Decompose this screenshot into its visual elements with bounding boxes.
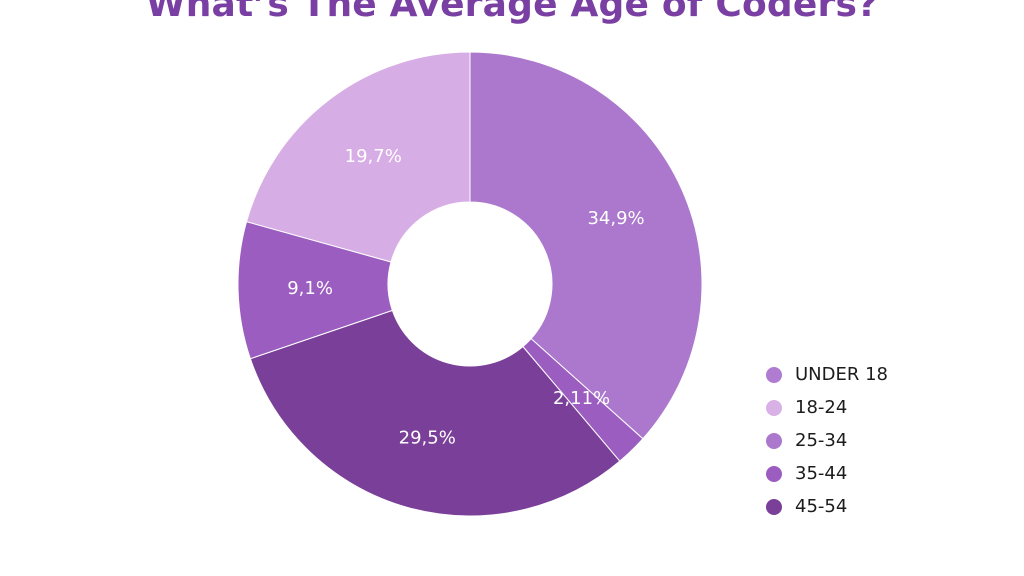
legend-item: 35-44 (766, 457, 888, 490)
legend-label: 35-44 (795, 463, 848, 484)
slice-value-label: 2,11% (553, 388, 610, 409)
slice-value-label: 19,7% (345, 146, 402, 167)
legend-label: 18-24 (795, 397, 848, 418)
legend-label: 25-34 (795, 430, 848, 451)
legend-item: UNDER 18 (766, 358, 888, 391)
chart-title: What’s The Average Age of Coders? (145, 0, 879, 25)
donut-slice-18-24-4 (245, 51, 471, 263)
donut-slice-25-34-0 (469, 51, 703, 440)
legend-item: 45-54 (766, 490, 888, 523)
slice-value-label: 29,5% (399, 428, 456, 449)
legend-label: UNDER 18 (795, 364, 889, 385)
chart-legend: UNDER 18 18-24 25-34 35-44 45-54 (766, 358, 888, 523)
legend-swatch (766, 399, 782, 416)
donut-slice-45-54-2 (249, 309, 621, 517)
legend-swatch (766, 465, 782, 482)
legend-swatch (766, 498, 782, 515)
legend-swatch (766, 432, 782, 449)
legend-item: 18-24 (766, 391, 888, 424)
donut-slices (237, 51, 703, 517)
legend-label: 45-54 (795, 496, 848, 517)
slice-value-label: 34,9% (587, 208, 644, 229)
slice-value-label: 9,1% (287, 278, 333, 299)
donut-slice-labels: 34,9% 2,11% 29,5% 9,1% 19,7% (287, 146, 644, 449)
legend-swatch (766, 366, 782, 383)
legend-item: 25-34 (766, 424, 888, 457)
